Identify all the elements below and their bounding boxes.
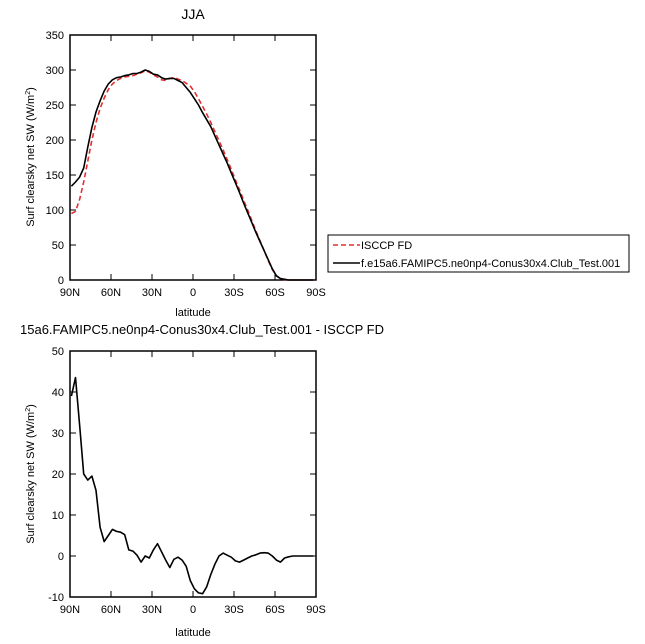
top-x-tick-label: 60S: [265, 287, 285, 299]
bottom-x-tick-label: 0: [190, 604, 196, 616]
top-y-tick-label: 250: [46, 100, 64, 112]
top-series-line-0: [71, 69, 314, 281]
bottom-series-group: [70, 376, 314, 595]
top-y-label-sup: 2: [25, 91, 32, 95]
bottom-y-tick-label: 10: [52, 510, 64, 522]
bottom-y-axis: -10 0 10 20 30 40 50: [48, 346, 316, 604]
bottom-y-tick-label: -10: [48, 592, 64, 604]
top-series-group: [70, 69, 314, 281]
top-y-tick-label: 300: [46, 65, 64, 77]
top-panel: JJA 0 50 100 150 200 250 300 350 90N 60N 30N 0 30S 6…: [25, 6, 326, 319]
top-x-tick-label: 30S: [224, 287, 244, 299]
top-y-tick-label: 100: [46, 205, 64, 217]
bottom-y-label-sup: 2: [25, 408, 32, 412]
top-x-axis: 90N 60N 30N 0 30S 60S 90S: [60, 35, 326, 299]
top-chart-title: JJA: [181, 6, 205, 22]
top-y-label-main: Surf clearsky net SW (W/m: [25, 95, 37, 227]
bottom-x-tick-label: 30N: [142, 604, 162, 616]
top-y-tick-label: 200: [46, 135, 64, 147]
legend-box: [327, 234, 630, 273]
top-x-tick-label: 0: [190, 287, 196, 299]
top-series-line-1: [70, 69, 314, 281]
top-y-label-close: ): [25, 87, 37, 91]
bottom-y-label-main: Surf clearsky net SW (W/m: [25, 412, 37, 544]
bottom-series-line-0: [70, 376, 314, 595]
top-x-tick-label: 90N: [60, 287, 80, 299]
bottom-x-tick-label: 60N: [101, 604, 121, 616]
bottom-y-tick-label: 40: [52, 387, 64, 399]
top-y-tick-label: 50: [52, 240, 64, 252]
top-x-tick-label: 30N: [142, 287, 162, 299]
top-x-axis-label: latitude: [175, 307, 210, 319]
top-x-tick-label: 90S: [306, 287, 326, 299]
bottom-x-tick-label: 90S: [306, 604, 326, 616]
bottom-y-tick-label: 0: [58, 551, 64, 563]
bottom-x-tick-label: 30S: [224, 604, 244, 616]
legend: ISCCP FD f.e15a6.FAMIPC5.ne0np4-Conus30x…: [327, 234, 630, 273]
bottom-panel: 15a6.FAMIPC5.ne0np4-Conus30x4.Club_Test.…: [20, 322, 384, 639]
bottom-chart-title: 15a6.FAMIPC5.ne0np4-Conus30x4.Club_Test.…: [20, 322, 384, 337]
bottom-x-tick-label: 60S: [265, 604, 285, 616]
top-x-tick-label: 60N: [101, 287, 121, 299]
top-plot-frame: [69, 34, 317, 281]
legend-label-model: f.e15a6.FAMIPC5.ne0np4-Conus30x4.Club_Te…: [361, 258, 620, 270]
top-y-axis: 0 50 100 150 200 250 300 350: [46, 30, 316, 287]
top-y-tick-label: 150: [46, 170, 64, 182]
bottom-y-axis-label: Surf clearsky net SW (W/m2): [25, 404, 37, 544]
bottom-y-tick-label: 30: [52, 428, 64, 440]
bottom-y-tick-label: 20: [52, 469, 64, 481]
top-y-tick-label: 350: [46, 30, 64, 42]
bottom-plot-frame: [69, 350, 317, 598]
bottom-y-tick-label: 50: [52, 346, 64, 358]
legend-label-isccp: ISCCP FD: [361, 240, 412, 252]
bottom-y-label-close: ): [25, 404, 37, 408]
bottom-x-axis-label: latitude: [175, 627, 210, 639]
bottom-x-axis: 90N 60N 30N 0 30S 60S 90S: [60, 351, 326, 616]
bottom-x-tick-label: 90N: [60, 604, 80, 616]
top-y-tick-label: 0: [58, 275, 64, 287]
top-y-axis-label: Surf clearsky net SW (W/m2): [25, 87, 37, 227]
